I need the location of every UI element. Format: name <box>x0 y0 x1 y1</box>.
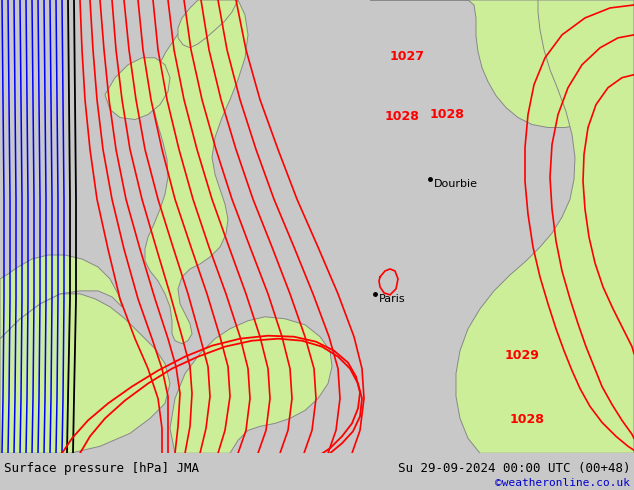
Polygon shape <box>456 0 634 453</box>
Polygon shape <box>145 0 248 343</box>
Polygon shape <box>0 255 122 339</box>
Text: Paris: Paris <box>379 294 406 304</box>
Polygon shape <box>178 0 238 48</box>
Text: 1027: 1027 <box>390 50 425 63</box>
Text: ©weatheronline.co.uk: ©weatheronline.co.uk <box>495 478 630 488</box>
Text: Surface pressure [hPa] JMA: Surface pressure [hPa] JMA <box>4 462 199 475</box>
Text: Su 29-09-2024 00:00 UTC (00+48): Su 29-09-2024 00:00 UTC (00+48) <box>398 462 630 475</box>
Text: 1029: 1029 <box>505 348 540 362</box>
Polygon shape <box>170 317 332 453</box>
Text: 1028: 1028 <box>385 110 420 122</box>
Polygon shape <box>370 0 634 127</box>
Text: Dourbie: Dourbie <box>434 179 478 189</box>
Polygon shape <box>105 58 170 120</box>
Polygon shape <box>0 294 170 453</box>
Text: 1028: 1028 <box>510 414 545 426</box>
Text: 1028: 1028 <box>430 107 465 121</box>
